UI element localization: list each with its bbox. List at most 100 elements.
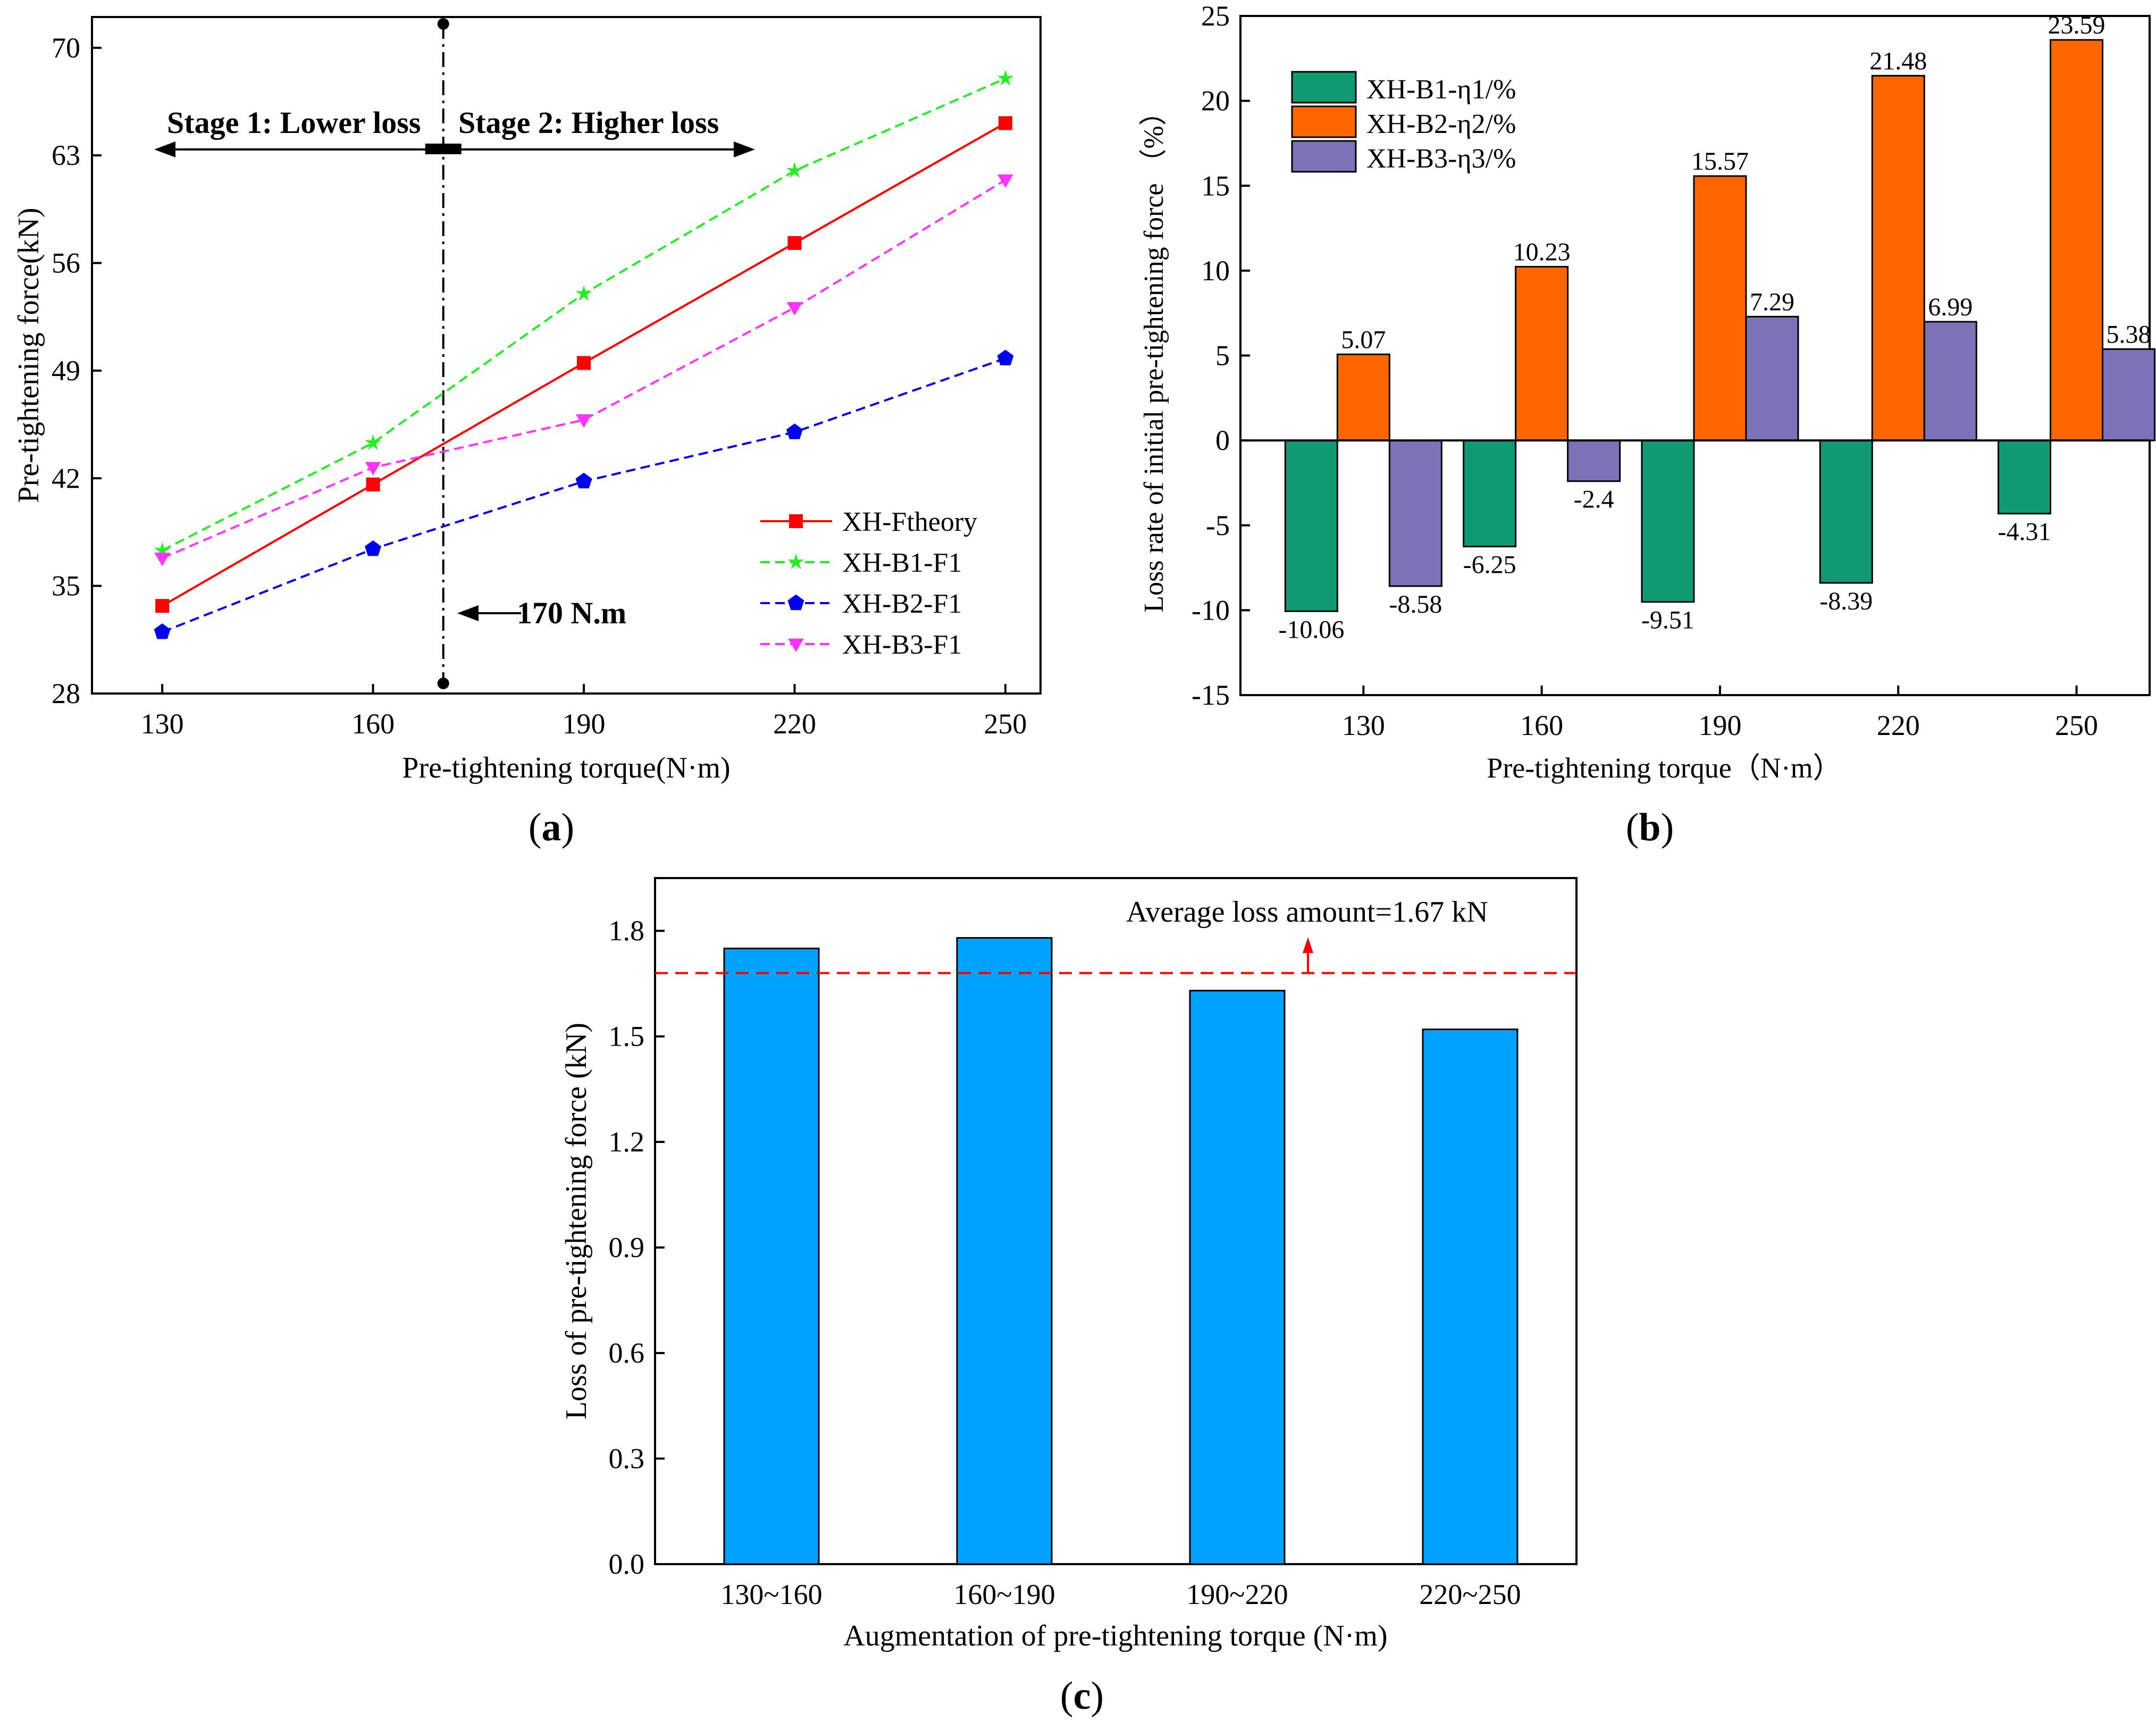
panel-a-caption: (a) <box>528 806 574 849</box>
panel-b-caption: (b) <box>1626 806 1674 849</box>
panel-a-point-s2 <box>786 162 803 178</box>
panel-a-series <box>154 70 1014 639</box>
panel-c-y-axis-label: Loss of pre-tightening force (kN) <box>560 1023 593 1419</box>
panel-b-data-label-s2: 10.23 <box>1513 238 1571 266</box>
panel-a: 130 160 190 220 250 28 35 42 49 56 63 70 Stage 1: … <box>12 16 1042 849</box>
panel-a-legend-label-4: XH-B3-F1 <box>842 630 962 660</box>
panel-c-x-ticks: 130~160 160~190 190~220 220~250 <box>720 1555 1521 1610</box>
panel-b-legend-swatch-1 <box>1291 71 1357 104</box>
panel-b-y-tick-label: 20 <box>1201 85 1230 117</box>
panel-b-y-tick-label: 25 <box>1201 0 1230 32</box>
panel-a-point-s1 <box>155 599 170 613</box>
panel-b-data-labels: -10.06 -6.25 -9.51 -8.39 -4.31 5.07 10.23 15.57… <box>1278 11 2151 644</box>
panel-a-point-s4 <box>154 553 171 566</box>
panel-b-bar-s2 <box>1336 353 1390 441</box>
panel-a-point-s4 <box>576 414 592 428</box>
panel-a-divider-label: 170 N.m <box>517 596 626 630</box>
panel-b-data-label-s3: 7.29 <box>1750 288 1794 316</box>
panel-a-legend-marker-1 <box>789 514 803 528</box>
panel-c-x-tick-label: 160~190 <box>953 1578 1055 1610</box>
panel-a-point-s1 <box>577 356 591 370</box>
panel-b-legend-label-3: XH-B3-η3/% <box>1366 144 1516 174</box>
panel-b-y-tick-label: 5 <box>1215 340 1230 372</box>
panel-c-x-tick-label: 220~250 <box>1419 1578 1521 1610</box>
panel-b-x-tick-label: 190 <box>1698 709 1741 741</box>
panel-a-x-tick-label: 130 <box>141 708 184 740</box>
panel-b-bar-s2 <box>1693 175 1747 441</box>
panel-b-bar-s1 <box>1998 439 2052 515</box>
panel-b-data-label-s3: 6.99 <box>1928 293 1973 321</box>
panel-a-legend-label-3: XH-B2-F1 <box>842 589 962 619</box>
panel-b-y-axis-label: Loss rate of initial pre-tightening forc… <box>1139 98 1169 613</box>
panel-a-y-ticks: 28 35 42 49 56 63 70 <box>52 32 102 709</box>
panel-a-point-s3 <box>365 540 381 556</box>
panel-c-bar <box>1422 1028 1519 1565</box>
panel-c-y-tick-label: 0.3 <box>609 1443 645 1475</box>
panel-a-point-s1 <box>998 116 1012 130</box>
panel-c-y-tick-label: 0.6 <box>609 1337 645 1369</box>
panel-a-legend-marker-2 <box>787 553 804 570</box>
panel-c: 130~160 160~190 190~220 220~250 0.00.30.60.… <box>560 877 1578 1718</box>
panel-a-point-s2 <box>997 70 1014 86</box>
panel-c-y-ticks: 0.0 0.3 0.6 0.9 1.2 1.5 1.8 <box>609 915 665 1580</box>
panel-a-point-s1 <box>787 236 802 250</box>
panel-a-y-tick-label: 42 <box>52 462 80 494</box>
panel-a-x-tick-label: 160 <box>351 708 395 740</box>
panel-c-y-tick-label: 1.5 <box>609 1021 645 1053</box>
panel-b-data-label-s1: -9.51 <box>1641 606 1694 634</box>
panel-a-x-tick-label: 220 <box>773 708 816 740</box>
panel-b-y-tick-label: -10 <box>1192 594 1230 626</box>
panel-b-bar-s2 <box>2050 39 2104 441</box>
panel-b-legend: XH-B1-η1/% XH-B2-η2/% XH-B3-η3/% <box>1291 71 1516 174</box>
panel-b-y-tick-label: 15 <box>1201 170 1230 202</box>
panel-c-bar <box>723 947 820 1565</box>
panel-c-bar <box>956 937 1053 1565</box>
panel-b-data-label-s1: -10.06 <box>1278 615 1344 644</box>
panel-b-data-label-s3: -8.58 <box>1389 590 1442 619</box>
panel-c-x-axis-label: Augmentation of pre-tightening torque (N… <box>843 1619 1387 1652</box>
panel-c-average-arrow-head <box>1303 937 1313 953</box>
panel-b-bar-s1 <box>1284 439 1338 612</box>
panel-a-point-s4 <box>997 174 1013 188</box>
panel-c-caption: (c) <box>1060 1674 1104 1718</box>
panel-a-stage1-label: Stage 1: Lower loss <box>167 105 421 140</box>
panel-b-bar-s1 <box>1463 439 1517 548</box>
panel-a-y-tick-label: 28 <box>52 678 80 709</box>
panel-a-stage2-label: Stage 2: Higher loss <box>458 105 719 140</box>
panel-b-x-tick-label: 250 <box>2055 709 2098 741</box>
panel-b-y-tick-label: -5 <box>1206 509 1230 541</box>
panel-c-bar <box>1189 990 1286 1565</box>
panel-b-data-label-s1: -4.31 <box>1998 518 2051 546</box>
panel-a-stage-arrow-left-head <box>154 141 175 157</box>
panel-c-y-tick-label: 1.2 <box>609 1126 645 1158</box>
panel-a-point-s2 <box>575 285 592 301</box>
panel-b-bar-s3 <box>1567 439 1621 482</box>
panel-a-series-line-4 <box>162 179 1006 559</box>
panel-b-bar-s2 <box>1871 74 1925 441</box>
panel-b-bar-s3 <box>1388 439 1442 587</box>
panel-b-y-tick-label: -15 <box>1192 679 1230 711</box>
panel-b-x-tick-label: 130 <box>1342 709 1385 741</box>
panel-a-y-tick-label: 49 <box>52 355 80 387</box>
panel-a-plot-frame <box>91 16 1042 695</box>
panel-a-caption-letter: a <box>542 806 561 849</box>
panel-b-bar-s3 <box>1745 315 1799 441</box>
panel-b-data-label-s2: 5.07 <box>1341 325 1386 354</box>
panel-a-point-s2 <box>365 434 381 450</box>
panel-a-y-tick-label: 56 <box>52 247 80 279</box>
panel-a-point-s1 <box>366 477 380 491</box>
panel-a-legend: XH-Ftheory XH-B1-F1 XH-B2-F1 XH-B3-F1 <box>760 507 977 660</box>
panel-a-y-axis-label: Pre-tightening force(kN) <box>12 207 45 503</box>
panel-a-point-s2 <box>154 541 171 558</box>
panel-a-point-s3 <box>154 623 171 639</box>
panel-c-y-tick-label: 0.0 <box>609 1548 645 1580</box>
panel-b-bar-s1 <box>1641 439 1695 603</box>
panel-b-data-label-s3: 5.38 <box>2107 320 2151 348</box>
panel-b-caption-letter: b <box>1639 806 1660 849</box>
panel-a-x-axis-label: Pre-tightening torque(N·m) <box>402 751 730 784</box>
panel-a-legend-label-2: XH-B1-F1 <box>842 548 962 578</box>
panel-b-x-ticks: 130 160 190 220 250 <box>1342 686 2098 741</box>
panel-c-caption-letter: c <box>1073 1674 1091 1718</box>
panel-b-data-label-s3: -2.4 <box>1574 486 1614 514</box>
panel-a-point-s3 <box>786 423 803 439</box>
